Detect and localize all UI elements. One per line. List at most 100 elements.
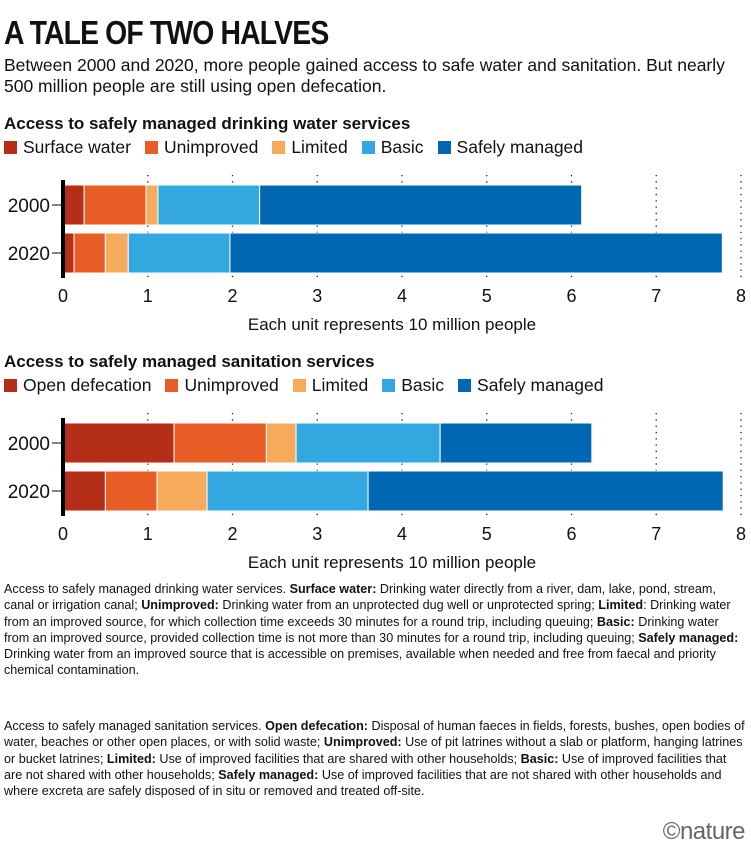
legend-swatch bbox=[458, 379, 472, 392]
x-tick-label: 7 bbox=[651, 524, 661, 544]
x-tick-label: 1 bbox=[143, 286, 153, 306]
x-tick-label: 3 bbox=[312, 286, 322, 306]
chart-2-title: Access to safely managed sanitation serv… bbox=[4, 352, 375, 371]
x-tick-label: 6 bbox=[566, 286, 576, 306]
legend-label: Limited bbox=[291, 137, 348, 157]
term: Safely managed: bbox=[638, 630, 739, 645]
term: Safely managed: bbox=[218, 767, 319, 782]
x-tick-label: 8 bbox=[736, 524, 746, 544]
legend-swatch bbox=[272, 141, 286, 154]
term: Open defecation: bbox=[265, 719, 368, 733]
legend-item: Open defecation bbox=[4, 375, 151, 396]
bar-segment bbox=[206, 470, 369, 512]
bar-segment bbox=[173, 422, 267, 464]
bar-segment bbox=[229, 232, 723, 274]
y-tick-label: 2020 bbox=[8, 482, 50, 503]
x-tick-label: 2 bbox=[227, 524, 237, 544]
term: Limited: bbox=[106, 751, 156, 766]
definition: Drinking water from an unprotected dug w… bbox=[218, 598, 599, 613]
definition: Disposal of human faeces in fields, fore… bbox=[4, 719, 745, 750]
term: Basic: bbox=[520, 751, 559, 766]
legend-swatch bbox=[4, 141, 17, 154]
chart-1: 2000 2020 0 1 2 3 4 5 6 7 8 Each unit represents 10… bbox=[8, 175, 746, 334]
page-title: A TALE OF TWO HALVES bbox=[4, 14, 329, 51]
legend-label: Surface water bbox=[23, 137, 131, 157]
bar-segment bbox=[367, 470, 724, 512]
legend-label: Unimproved bbox=[163, 137, 259, 157]
y-tick-label: 2000 bbox=[8, 196, 50, 217]
term: Unimproved: bbox=[141, 598, 219, 613]
x-axis-label: Each unit represents 10 million people bbox=[248, 315, 536, 334]
x-tick-label: 8 bbox=[736, 286, 746, 306]
legend-label: Open defecation bbox=[23, 375, 152, 395]
x-tick-label: 5 bbox=[482, 524, 492, 544]
legend-swatch bbox=[361, 141, 375, 154]
definition: Use of improved facilities that are shar… bbox=[155, 751, 521, 766]
bar-segment bbox=[295, 422, 441, 464]
legend-swatch bbox=[4, 379, 17, 392]
bar-segment bbox=[83, 184, 147, 226]
bar-segment bbox=[259, 184, 583, 226]
bar-segment bbox=[104, 232, 129, 274]
legend-label: Basic bbox=[401, 375, 445, 395]
definition: Access to safely managed sanitation serv… bbox=[4, 719, 266, 733]
bar-segment bbox=[157, 184, 261, 226]
legend-swatch bbox=[144, 141, 158, 154]
legend-item: Limited bbox=[292, 375, 369, 396]
subtitle: Between 2000 and 2020, more people gaine… bbox=[4, 55, 725, 96]
definition: Drinking water from an improved source t… bbox=[4, 647, 716, 678]
x-tick-label: 0 bbox=[58, 524, 68, 544]
bar-segment bbox=[104, 470, 158, 512]
bar-segment bbox=[265, 422, 297, 464]
legend-label: Unimproved bbox=[184, 375, 279, 395]
legend-item: Unimproved bbox=[165, 375, 279, 396]
term: Basic: bbox=[596, 614, 635, 629]
chart-1-legend: Surface water Unimproved Limited Basic Safel… bbox=[4, 137, 583, 158]
x-tick-label: 7 bbox=[651, 286, 661, 306]
legend-swatch bbox=[437, 141, 451, 154]
definition: Drinking water from an improved source, … bbox=[4, 614, 719, 645]
chart-2-legend: Open defecation Unimproved Limited Basic Saf… bbox=[4, 375, 604, 396]
legend-label: Safely managed bbox=[477, 375, 604, 395]
x-tick-label: 3 bbox=[312, 524, 322, 544]
definition: Use of pit latrines without a slab or pl… bbox=[4, 735, 743, 766]
bar-segment bbox=[62, 422, 175, 464]
legend-item: Safely managed bbox=[437, 137, 584, 158]
legend-item: Surface water bbox=[4, 137, 131, 158]
x-tick-label: 1 bbox=[143, 524, 153, 544]
nature-logo: ©nature bbox=[662, 818, 746, 845]
x-tick-label: 4 bbox=[397, 286, 407, 306]
legend-item: Unimproved bbox=[144, 137, 259, 158]
term: Surface water: bbox=[289, 582, 377, 596]
legend-item: Limited bbox=[272, 137, 348, 158]
bar-segment bbox=[62, 470, 106, 512]
term: Unimproved: bbox=[323, 735, 402, 750]
chart-1-title: Access to safely managed drinking water … bbox=[4, 114, 411, 133]
x-tick-label: 4 bbox=[397, 524, 407, 544]
x-tick-label: 2 bbox=[227, 286, 237, 306]
bar-segment bbox=[156, 470, 208, 512]
definition: Drinking water directly from a river, da… bbox=[4, 582, 716, 613]
term: Limited bbox=[598, 598, 644, 613]
bar-segment bbox=[145, 184, 159, 226]
legend-item: Basic bbox=[361, 137, 424, 158]
definition: Use of improved facilities that are not … bbox=[4, 751, 727, 782]
bar-segment bbox=[73, 232, 106, 274]
definition: Use of improved facilities that are not … bbox=[4, 767, 722, 799]
chart-2: 2000 2020 0 1 2 3 4 5 6 7 8 Each unit represents 10… bbox=[8, 413, 746, 572]
footnote-water: Access to safely managed drinking water … bbox=[4, 581, 746, 679]
legend-label: Limited bbox=[311, 375, 369, 395]
legend-swatch bbox=[165, 379, 179, 392]
legend-swatch bbox=[382, 379, 396, 392]
y-tick-label: 2020 bbox=[8, 244, 50, 265]
x-tick-label: 0 bbox=[58, 286, 68, 306]
x-axis-label: Each unit represents 10 million people bbox=[248, 553, 536, 572]
legend-item: Safely managed bbox=[458, 375, 604, 396]
bar-segment bbox=[127, 232, 231, 274]
legend-item: Basic bbox=[382, 375, 444, 396]
bar-segment bbox=[62, 184, 85, 226]
legend-label: Safely managed bbox=[456, 137, 584, 157]
footnote-sanitation: Access to safely managed sanitation serv… bbox=[4, 718, 746, 799]
bar-segment bbox=[439, 422, 593, 464]
y-tick-label: 2000 bbox=[8, 434, 50, 455]
